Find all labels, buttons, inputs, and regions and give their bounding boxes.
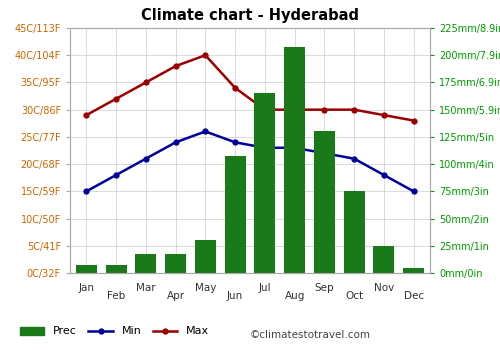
- Bar: [344, 191, 364, 273]
- Max: [292, 107, 298, 112]
- Bar: [284, 47, 305, 273]
- Max: [262, 107, 268, 112]
- Min: [381, 173, 387, 177]
- Legend: Prec, Min, Max: Prec, Min, Max: [16, 322, 214, 341]
- Bar: [224, 156, 246, 273]
- Text: Jun: Jun: [227, 291, 243, 301]
- Text: Nov: Nov: [374, 283, 394, 293]
- Max: [232, 86, 238, 90]
- Text: Jan: Jan: [78, 283, 94, 293]
- Max: [381, 113, 387, 117]
- Text: Apr: Apr: [166, 291, 184, 301]
- Bar: [314, 132, 335, 273]
- Bar: [195, 240, 216, 273]
- Min: [351, 156, 357, 161]
- Bar: [136, 254, 156, 273]
- Min: [113, 173, 119, 177]
- Bar: [106, 265, 126, 273]
- Min: [322, 151, 328, 155]
- Max: [143, 80, 149, 85]
- Min: [292, 146, 298, 150]
- Max: [84, 113, 89, 117]
- Min: [202, 130, 208, 134]
- Min: [232, 140, 238, 145]
- Min: [143, 156, 149, 161]
- Line: Max: Max: [84, 53, 416, 123]
- Text: Dec: Dec: [404, 291, 423, 301]
- Text: Mar: Mar: [136, 283, 156, 293]
- Title: Climate chart - Hyderabad: Climate chart - Hyderabad: [141, 8, 359, 23]
- Max: [172, 64, 178, 68]
- Min: [84, 189, 89, 194]
- Text: Jul: Jul: [258, 283, 271, 293]
- Max: [322, 107, 328, 112]
- Max: [202, 53, 208, 57]
- Bar: [254, 93, 276, 273]
- Bar: [165, 254, 186, 273]
- Text: Oct: Oct: [345, 291, 363, 301]
- Text: ©climatestotravel.com: ©climatestotravel.com: [250, 329, 370, 340]
- Text: Feb: Feb: [107, 291, 125, 301]
- Bar: [76, 265, 97, 273]
- Min: [262, 146, 268, 150]
- Max: [113, 97, 119, 101]
- Max: [351, 107, 357, 112]
- Min: [172, 140, 178, 145]
- Bar: [374, 246, 394, 273]
- Text: Aug: Aug: [284, 291, 305, 301]
- Max: [410, 118, 416, 122]
- Text: May: May: [194, 283, 216, 293]
- Min: [410, 189, 416, 194]
- Text: Sep: Sep: [314, 283, 334, 293]
- Line: Min: Min: [84, 129, 416, 194]
- Bar: [403, 267, 424, 273]
